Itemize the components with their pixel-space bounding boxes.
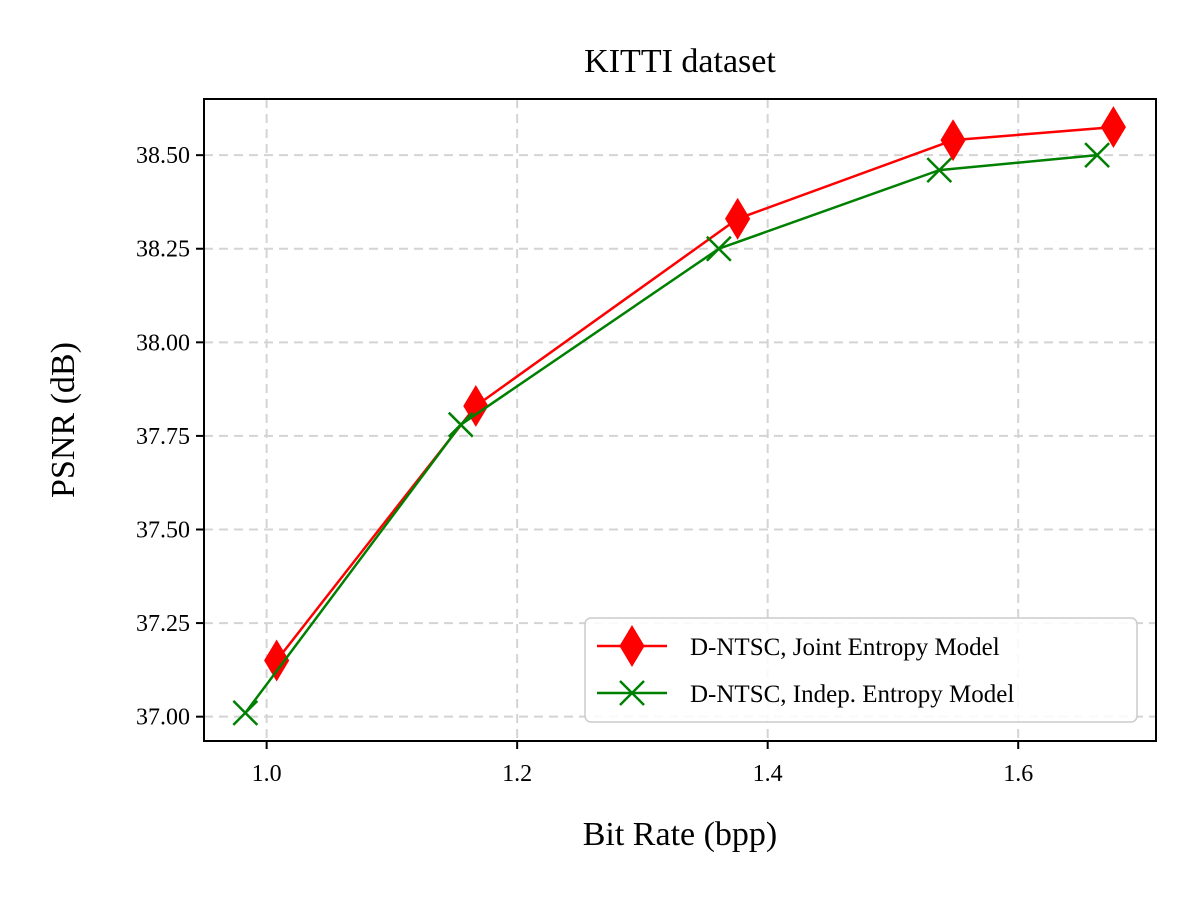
x-tick-label: 1.4 [753,761,783,787]
legend-marker-indep [619,680,645,706]
legend-label-joint: D-NTSC, Joint Entropy Model [690,634,1000,661]
legend-marker-joint [619,625,645,667]
y-tick-label: 37.25 [136,611,190,637]
y-tick-label: 38.00 [136,330,190,356]
y-axis-label: PSNR (dB) [45,342,82,498]
x-tick-label: 1.6 [1003,761,1033,787]
data-point-marker [725,197,751,240]
y-tick-label: 37.00 [136,705,190,731]
chart-title: KITTI dataset [584,43,776,80]
x-tick-label: 1.0 [252,761,282,787]
data-point-marker [926,157,953,184]
series-indep [232,142,1111,726]
y-tick-label: 38.25 [136,237,190,263]
data-point-marker [940,119,966,162]
data-point-marker [1084,142,1111,169]
data-point-marker [1100,106,1126,149]
legend-label-indep: D-NTSC, Indep. Entropy Model [690,681,1014,708]
y-tick-label: 38.50 [136,143,190,169]
y-tick-label: 37.50 [136,517,190,543]
legend-marker-shape [619,625,645,667]
data-point-marker [447,411,474,438]
legend: D-NTSC, Joint Entropy Model D-NTSC, Inde… [584,617,1138,723]
x-tick-label: 1.2 [502,761,532,787]
ticks: 1.0 1.2 1.4 1.6 37.00 37.25 37.50 37.75 38.00 38.… [136,143,1033,787]
legend-marker-shape [619,680,645,706]
y-tick-label: 37.75 [136,424,190,450]
x-axis-label: Bit Rate (bpp) [583,816,778,853]
plot-frame [203,98,1157,742]
data-point-marker [264,639,290,682]
data-point-marker [705,235,732,262]
data-point-marker [232,700,259,726]
grid [204,99,1156,741]
series-layer [232,106,1126,726]
legend-frame [584,617,1138,723]
